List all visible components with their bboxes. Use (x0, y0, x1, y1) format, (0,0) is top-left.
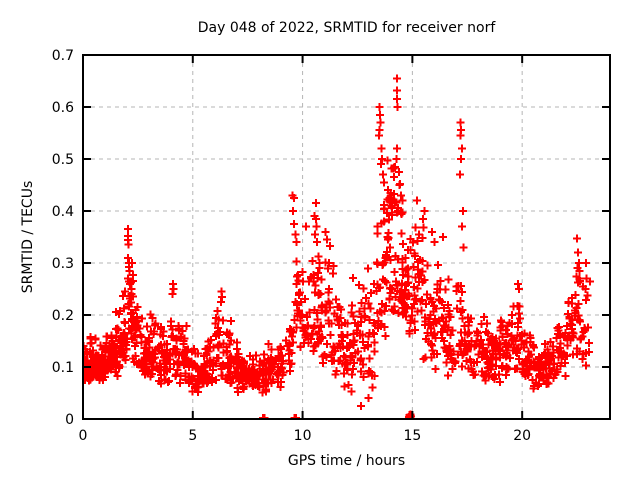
y-tick-label: 0.2 (52, 308, 74, 324)
x-tick-label: 15 (403, 428, 421, 444)
x-tick-label: 10 (294, 428, 312, 444)
y-tick-label: 0.7 (52, 48, 74, 64)
y-tick-label: 0.4 (52, 204, 74, 220)
x-tick-label: 5 (188, 428, 197, 444)
y-tick-label: 0.6 (52, 100, 74, 116)
plot-border (82, 54, 611, 420)
chart-title: Day 048 of 2022, SRMTID for receiver nor… (197, 20, 496, 36)
x-axis-title: GPS time / hours (287, 453, 406, 469)
x-tick-label: 0 (79, 428, 88, 444)
y-tick-label: 0.5 (52, 152, 74, 168)
y-tick-label: 0 (65, 412, 74, 428)
scatter-points (83, 74, 594, 419)
y-tick-label: 0.3 (52, 256, 74, 272)
y-tick-label: 0.1 (52, 360, 74, 376)
x-tick-label: 20 (513, 428, 531, 444)
